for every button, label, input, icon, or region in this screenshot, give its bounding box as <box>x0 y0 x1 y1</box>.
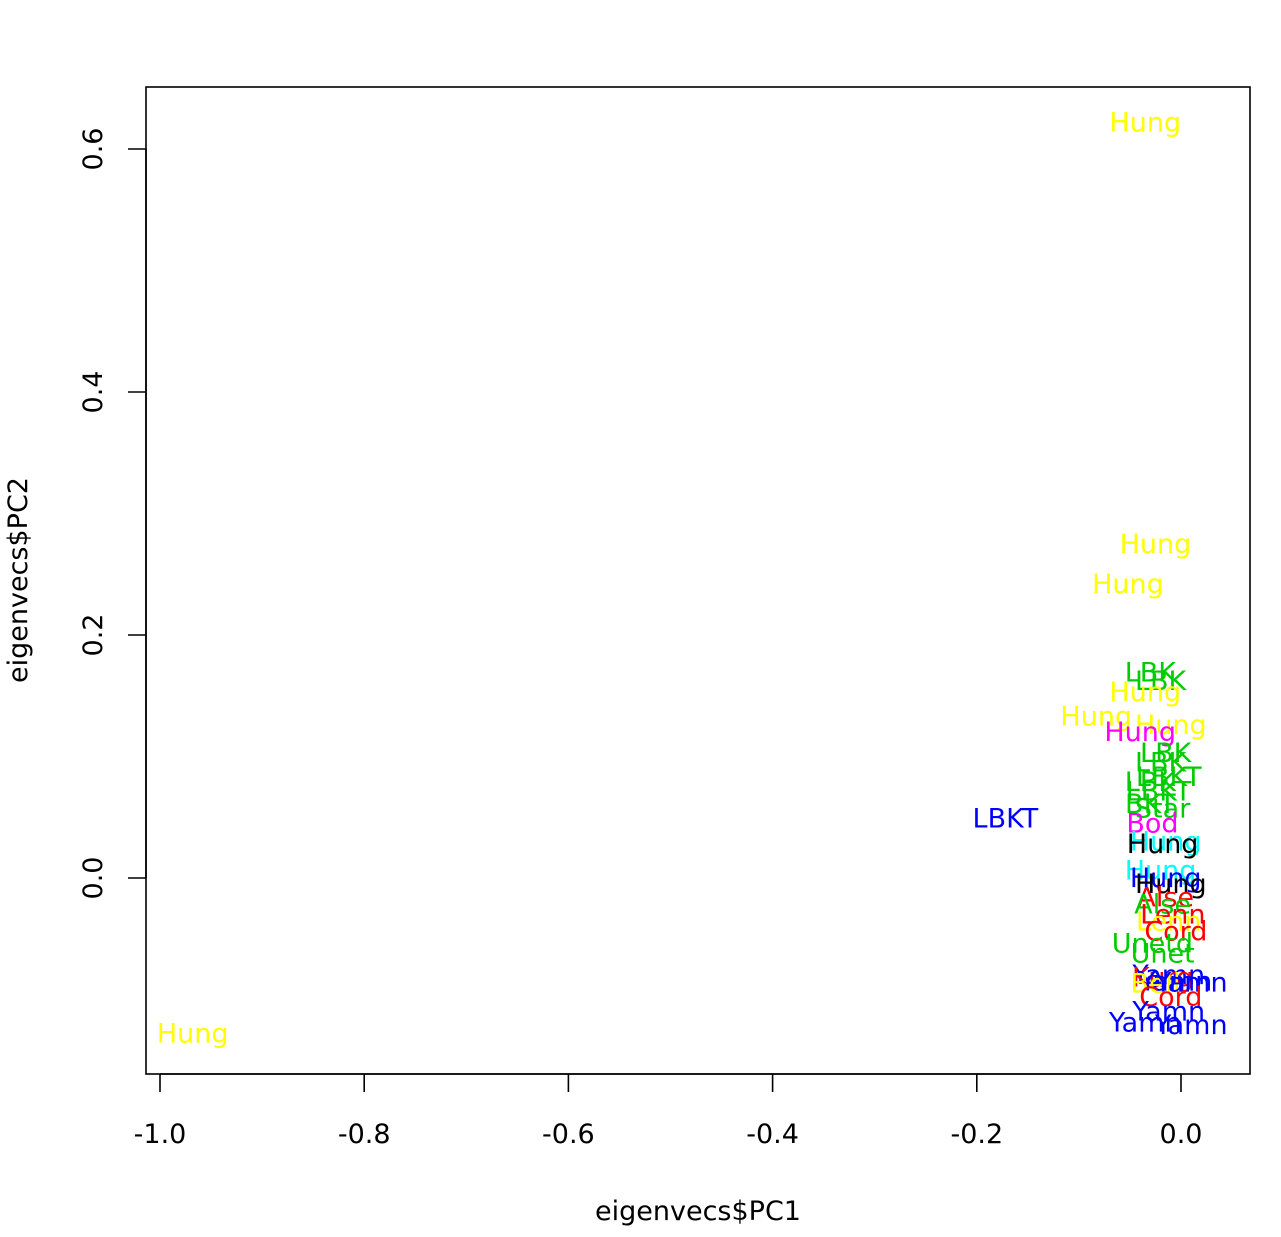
y-axis: 0.0 0.2 0.4 0.6 <box>78 128 147 900</box>
point-label: Lenn <box>1136 907 1201 938</box>
point-label: Star <box>1135 794 1191 825</box>
point-label: Hung <box>1109 677 1181 708</box>
point-label: Lenn <box>1140 899 1205 930</box>
x-tick-label: -0.6 <box>542 1119 595 1150</box>
x-tick-label: -1.0 <box>134 1119 187 1150</box>
point-label: Hung <box>1109 107 1181 138</box>
point-label: Yamn <box>1131 960 1205 991</box>
point-label: LBK <box>1125 767 1178 798</box>
x-axis-label: eigenvecs$PC1 <box>595 1196 801 1227</box>
point-label: LBK <box>1135 748 1188 779</box>
x-axis: -1.0 -0.8 -0.6 -0.4 -0.2 0.0 <box>134 1073 1203 1150</box>
point-label: Hung <box>157 1019 229 1050</box>
point-label: Bell <box>1130 969 1180 1000</box>
point-label: Alse <box>1137 882 1194 913</box>
point-label: Hung <box>1135 869 1207 900</box>
point-label: LBK <box>1135 666 1188 697</box>
x-tick-label: -0.4 <box>746 1119 799 1150</box>
point-label: Hung <box>1120 529 1192 560</box>
point-label: Yamn <box>1139 966 1213 997</box>
point-label: LBK <box>1125 658 1178 689</box>
point-label: LBKT <box>1126 777 1192 808</box>
x-tick-label: 0.0 <box>1160 1119 1203 1150</box>
y-tick-label: 0.2 <box>78 614 109 657</box>
point-label: Unet <box>1131 938 1195 969</box>
y-tick-label: 0.0 <box>78 857 109 900</box>
point-label: LBKT <box>1136 762 1202 793</box>
x-tick-label: -0.2 <box>950 1119 1003 1150</box>
point-label: Yamn <box>1131 997 1205 1028</box>
point-label: Hung <box>1060 701 1132 732</box>
point-label: Alse <box>1134 890 1191 921</box>
point-label: Cord <box>1144 916 1207 947</box>
point-label: Yamn <box>1108 1008 1182 1039</box>
point-label: Hung <box>1130 863 1202 894</box>
point-label: LBK <box>1140 738 1193 769</box>
point-label: Hung <box>1104 717 1176 748</box>
point-label: LBKT <box>973 803 1039 834</box>
point-label: BKT <box>1125 789 1176 820</box>
point-label: Hung <box>1130 827 1202 858</box>
point-label: Hung <box>1125 856 1197 887</box>
x-tick-label: -0.8 <box>338 1119 391 1150</box>
point-label: Yamn <box>1154 967 1228 998</box>
point-label: Unetd <box>1112 929 1193 960</box>
point-label: Cord <box>1139 982 1202 1013</box>
point-label: Hung <box>1135 710 1207 741</box>
point-label: Kurg <box>1132 963 1193 994</box>
point-label: Hung <box>1092 569 1164 600</box>
point-label: Yamn <box>1154 1010 1228 1041</box>
point-label: Bod <box>1126 808 1178 839</box>
y-tick-label: 0.4 <box>78 371 109 414</box>
y-axis-label: eigenvecs$PC2 <box>3 477 34 683</box>
y-tick-label: 0.6 <box>78 128 109 171</box>
point-label: Hung <box>1127 829 1199 860</box>
